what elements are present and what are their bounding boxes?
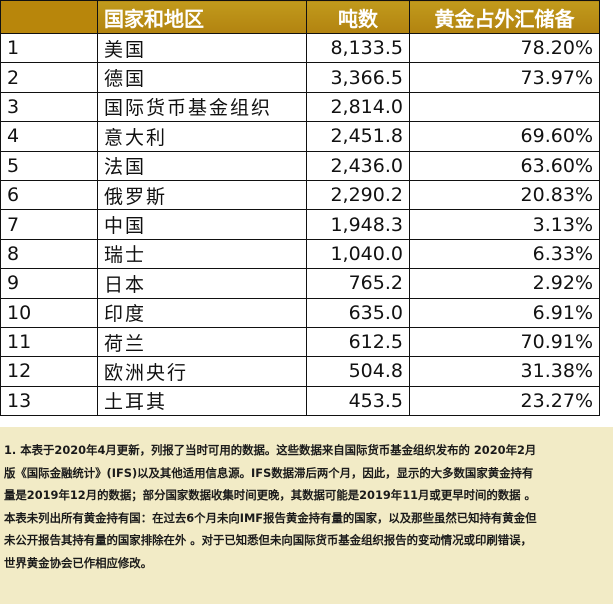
tons-cell: 2,451.8: [306, 121, 410, 152]
gold-share-cell: [409, 91, 600, 123]
footnote-line: 世界黄金协会已作相应修改。: [4, 555, 153, 570]
gold-share-cell: 20.83%: [409, 179, 600, 211]
table-row: 6 俄罗斯 2,290.2 20.83%: [0, 179, 600, 211]
country-cell: 印度: [97, 297, 307, 328]
tons-cell: 2,436.0: [306, 150, 410, 181]
tons-cell: 612.5: [306, 326, 410, 358]
footnote-line: 未公开报告其持有量的国家排除在外 。对于已知悉但未向国际货币基金组织报告的变动情…: [4, 533, 532, 548]
rank-cell: 7: [0, 209, 98, 240]
rank-cell: 12: [0, 356, 98, 387]
gold-reserves-table: 国家和地区 吨数 黄金占外汇储备 1 美国 8,133.5 78.20% 2 德国 3,36…: [0, 0, 600, 417]
country-cell: 美国: [97, 32, 307, 64]
table-row: 12 欧洲央行 504.8 31.38%: [0, 356, 600, 387]
table-row: 9 日本 765.2 2.92%: [0, 268, 600, 299]
rank-cell: 2: [0, 62, 98, 93]
table-row: 11 荷兰 612.5 70.91%: [0, 326, 600, 358]
country-cell: 荷兰: [97, 326, 307, 358]
country-cell: 法国: [97, 150, 307, 181]
header-country: 国家和地区: [97, 0, 307, 34]
gold-share-cell: 73.97%: [409, 62, 600, 93]
gold-share-cell: 2.92%: [409, 268, 600, 299]
table-row: 7 中国 1,948.3 3.13%: [0, 209, 600, 240]
table-row: 10 印度 635.0 6.91%: [0, 297, 600, 328]
tons-cell: 8,133.5: [306, 32, 410, 64]
tons-cell: 765.2: [306, 268, 410, 299]
country-cell: 中国: [97, 209, 307, 240]
rank-cell: 13: [0, 385, 98, 417]
country-cell: 欧洲央行: [97, 356, 307, 387]
table-row: 8 瑞士 1,040.0 6.33%: [0, 238, 600, 270]
footnote-line: 量是2019年12月的数据；部分国家数据收集时间更晚，其数据可能是2019年11…: [4, 488, 536, 503]
header-tons: 吨数: [306, 0, 410, 34]
tons-cell: 1,040.0: [306, 238, 410, 270]
rank-cell: 5: [0, 150, 98, 181]
table-body: 1 美国 8,133.5 78.20% 2 德国 3,366.5 73.97% 3 国际货币基金组…: [0, 32, 600, 417]
table-row: 5 法国 2,436.0 63.60%: [0, 150, 600, 181]
footnote-line: 1. 本表于2020年4月更新，列报了当时可用的数据。这些数据来自国际货币基金组…: [4, 443, 537, 457]
tons-cell: 1,948.3: [306, 209, 410, 240]
gold-share-cell: 6.33%: [409, 238, 600, 270]
country-cell: 瑞士: [97, 238, 307, 270]
footnote-line: 本表未列出所有黄金持有国：在过去6个月未向IMF报告黄金持有量的国家，以及那些虽…: [4, 510, 537, 525]
rank-cell: 9: [0, 268, 98, 299]
tons-cell: 2,290.2: [306, 179, 410, 211]
gold-share-cell: 31.38%: [409, 356, 600, 387]
tons-cell: 635.0: [306, 297, 410, 328]
country-cell: 日本: [97, 268, 307, 299]
table-row: 4 意大利 2,451.8 69.60%: [0, 121, 600, 152]
gold-share-cell: 78.20%: [409, 32, 600, 64]
rank-cell: 3: [0, 91, 98, 123]
rank-cell: 4: [0, 121, 98, 152]
country-cell: 土耳其: [97, 385, 307, 417]
gold-share-cell: 6.91%: [409, 297, 600, 328]
gold-share-cell: 23.27%: [409, 385, 600, 417]
tons-cell: 3,366.5: [306, 62, 410, 93]
footnote-panel: 1. 本表于2020年4月更新，列报了当时可用的数据。这些数据来自国际货币基金组…: [0, 427, 613, 604]
rank-cell: 11: [0, 326, 98, 358]
gold-share-cell: 3.13%: [409, 209, 600, 240]
country-cell: 德国: [97, 62, 307, 93]
footnote-line: 版《国际金融统计》(IFS)以及其他适用信息源。IFS数据滞后两个月，因此，显示…: [4, 465, 534, 480]
table-header-row: 国家和地区 吨数 黄金占外汇储备: [0, 0, 600, 34]
table-row: 3 国际货币基金组织 2,814.0: [0, 91, 600, 123]
country-cell: 意大利: [97, 121, 307, 152]
gold-share-cell: 70.91%: [409, 326, 600, 358]
tons-cell: 504.8: [306, 356, 410, 387]
rank-cell: 10: [0, 297, 98, 328]
tons-cell: 2,814.0: [306, 91, 410, 123]
table-row: 2 德国 3,366.5 73.97%: [0, 62, 600, 93]
gold-share-cell: 63.60%: [409, 150, 600, 181]
tons-cell: 453.5: [306, 385, 410, 417]
table-row: 1 美国 8,133.5 78.20%: [0, 32, 600, 64]
rank-cell: 8: [0, 238, 98, 270]
header-gold-share: 黄金占外汇储备: [409, 0, 600, 34]
country-cell: 国际货币基金组织: [97, 91, 307, 123]
rank-cell: 1: [0, 32, 98, 64]
country-cell: 俄罗斯: [97, 179, 307, 211]
gold-share-cell: 69.60%: [409, 121, 600, 152]
header-rank: [0, 0, 98, 34]
rank-cell: 6: [0, 179, 98, 211]
table-row: 13 土耳其 453.5 23.27%: [0, 385, 600, 417]
